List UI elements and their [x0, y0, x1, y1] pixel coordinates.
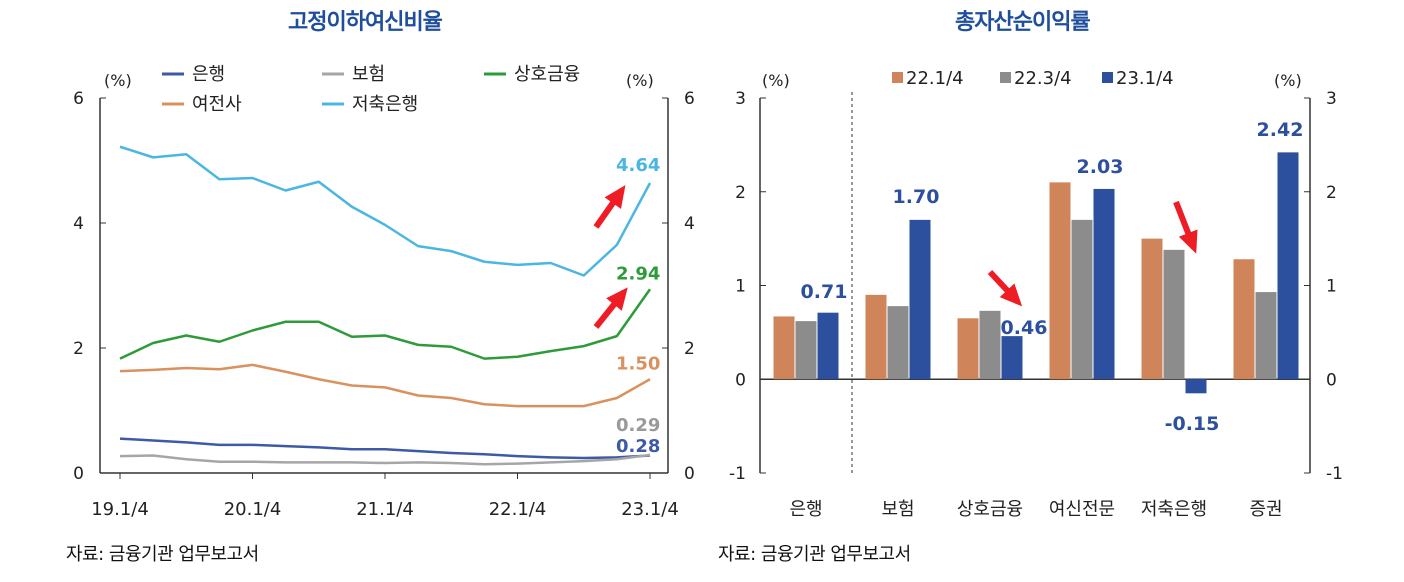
legend-swatch: [1000, 72, 1011, 83]
y-tick-label-right: 4: [684, 214, 695, 234]
bar: [909, 219, 931, 380]
y-tick-label-right: 1: [1326, 277, 1337, 297]
bar-value-label: 2.03: [1077, 156, 1124, 178]
bar-value-label: 1.70: [893, 186, 940, 208]
category-label: 증권: [1249, 499, 1282, 520]
end-value-label: 4.64: [616, 155, 660, 176]
left-source-note: 자료: 금융기관 업무보고서: [66, 544, 259, 565]
y-tick-label-left: 0: [735, 370, 746, 390]
series-line: [119, 145, 652, 277]
y-tick-label-right: 2: [684, 339, 695, 359]
legend-swatch: [1102, 72, 1113, 83]
legend-label: 상호금융: [514, 64, 580, 85]
right-source-note: 자료: 금융기관 업무보고서: [718, 544, 911, 565]
y-tick-label-left: 6: [73, 89, 84, 109]
bar-value-label: 0.46: [1001, 317, 1048, 339]
x-tick-label: 22.1/4: [489, 499, 547, 520]
y-unit-left: (%): [104, 71, 132, 90]
x-tick-label: 21.1/4: [356, 499, 414, 520]
bar: [1141, 238, 1163, 380]
bar: [817, 312, 839, 380]
x-tick-label: 19.1/4: [91, 499, 149, 520]
category-label: 여신전문: [1049, 499, 1115, 520]
bar: [795, 321, 817, 380]
red-down-arrow: [1173, 200, 1198, 254]
bar: [1001, 336, 1023, 380]
bar-value-label: 0.71: [801, 281, 848, 303]
category-label: 상호금융: [957, 499, 1023, 520]
y-tick-label-left: 1: [735, 277, 746, 297]
x-tick-label: 20.1/4: [224, 499, 282, 520]
end-value-label: 1.50: [616, 353, 660, 374]
y-tick-label-right: 0: [1326, 370, 1337, 390]
left-chart-title: 고정이하여신비율: [288, 10, 443, 35]
y-tick-label-left: 0: [73, 464, 84, 484]
line-chart: 0 0 2 2 4 4 6 6 (%) (%) 19.1/4 20.1/4 21.1/4 22.1/4 23…: [73, 64, 695, 520]
category-label: 저축은행: [1141, 499, 1207, 520]
series-line: [119, 288, 652, 360]
end-value-label: 0.28: [616, 436, 660, 457]
end-value-label: 2.94: [616, 263, 660, 284]
bar: [1185, 379, 1207, 394]
bar-value-label: 2.42: [1257, 119, 1304, 141]
y-tick-label-right: 6: [684, 89, 695, 109]
y-tick-label-left: 2: [73, 339, 84, 359]
category-label: 은행: [789, 499, 822, 520]
series-line: [119, 453, 651, 466]
bar: [1277, 152, 1299, 380]
bar: [887, 306, 909, 380]
bar: [865, 294, 887, 380]
legend-label: 은행: [192, 64, 225, 85]
y-tick-label-right: 0: [684, 464, 695, 484]
y-tick-label-right: 3: [1326, 89, 1337, 109]
y-tick-label-right: -1: [1326, 464, 1343, 484]
bar-value-label: -0.15: [1165, 413, 1220, 435]
bar-chart: -1 -1 0 0 1 1 2 2 3 3 (%) (%) 22.1/4 22.3/4 23.1/4 은행 보험…: [729, 68, 1343, 520]
legend-swatch: [892, 72, 903, 83]
series-line: [119, 363, 651, 408]
legend-label: 보험: [352, 64, 385, 85]
red-up-arrow: [593, 185, 626, 229]
legend-label: 23.1/4: [1116, 68, 1174, 89]
right-chart-title: 총자산순이익률: [955, 10, 1091, 35]
y-tick-label-left: 2: [735, 183, 746, 203]
bar: [1163, 249, 1185, 380]
bar: [773, 316, 795, 380]
y-unit-right: (%): [1274, 71, 1302, 90]
bar: [1093, 188, 1115, 380]
y-unit-left: (%): [762, 71, 790, 90]
y-tick-label-left: -1: [729, 464, 746, 484]
category-label: 보험: [881, 499, 914, 520]
x-tick-label: 23.1/4: [621, 499, 679, 520]
legend-label: 22.1/4: [906, 68, 964, 89]
y-tick-label-left: 4: [73, 214, 84, 234]
legend-label: 저축은행: [352, 94, 418, 115]
red-up-arrow: [593, 287, 628, 329]
bar: [1233, 259, 1255, 380]
legend-label: 여전사: [192, 94, 242, 115]
y-tick-label-right: 2: [1326, 183, 1337, 203]
y-unit-right: (%): [626, 71, 654, 90]
bar: [979, 310, 1001, 380]
series-line: [119, 437, 651, 460]
red-down-arrow: [987, 269, 1023, 307]
bar: [957, 318, 979, 380]
bar: [1255, 292, 1277, 380]
bar: [1071, 219, 1093, 380]
bar: [1049, 182, 1071, 380]
y-tick-label-left: 3: [735, 89, 746, 109]
end-value-label: 0.29: [616, 415, 660, 436]
legend-label: 22.3/4: [1014, 68, 1072, 89]
